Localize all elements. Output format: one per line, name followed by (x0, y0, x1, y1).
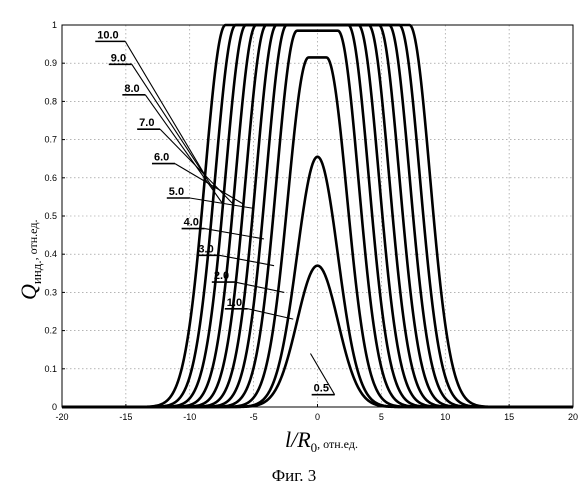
x-axis-label: l/R0, отн.ед. (285, 427, 358, 455)
series-label: 5.0 (169, 186, 184, 198)
series-label: 7.0 (139, 117, 154, 129)
series-leader-line (248, 309, 293, 319)
series-label: 0.5 (314, 383, 329, 395)
x-axis-label-units: , отн.ед. (317, 437, 358, 451)
y-tick-label: 0.2 (44, 326, 57, 336)
y-axis-label-sub: инд. (29, 260, 44, 284)
y-tick-label: 0 (52, 402, 57, 412)
series-label: 3.0 (198, 243, 213, 255)
y-tick-label: 0.7 (44, 135, 57, 145)
series-label: 9.0 (111, 52, 126, 64)
y-axis-label-main: Q (16, 284, 41, 300)
x-tick-label: 5 (379, 412, 384, 422)
y-tick-label: 1 (52, 20, 57, 30)
series-label: 10.0 (97, 29, 118, 41)
y-tick-label: 0.4 (44, 249, 57, 259)
series-label: 6.0 (154, 152, 169, 164)
y-tick-label: 0.1 (44, 364, 57, 374)
y-tick-label: 0.8 (44, 96, 57, 106)
x-tick-label: 15 (504, 412, 514, 422)
x-tick-label: -15 (119, 412, 132, 422)
y-tick-label: 0.9 (44, 58, 57, 68)
x-tick-label: -5 (250, 412, 258, 422)
y-axis-label: Qинд., отн.ед. (16, 220, 44, 300)
series-label: 2.0 (214, 270, 229, 282)
series-label: 4.0 (184, 217, 199, 229)
x-tick-label: 0 (315, 412, 320, 422)
y-tick-label: 0.6 (44, 173, 57, 183)
series-leader-line (205, 229, 264, 239)
x-axis-label-main: l/R (285, 427, 311, 452)
series-label: 1.0 (227, 297, 242, 309)
x-tick-label: 10 (440, 412, 450, 422)
series-leader-line (235, 282, 284, 292)
y-axis-label-units: , отн.ед. (26, 220, 40, 261)
x-tick-label: 20 (568, 412, 578, 422)
series-label: 8.0 (124, 83, 139, 95)
y-tick-label: 0.3 (44, 287, 57, 297)
figure-caption: Фиг. 3 (0, 466, 588, 486)
x-tick-label: -10 (183, 412, 196, 422)
x-tick-label: -20 (55, 412, 68, 422)
tick-labels: -20 -15 -10 -5 0 5 10 15 20 0 0.1 0.2 0.3 0.4 0.5 0.6 0.… (44, 20, 578, 422)
y-tick-label: 0.5 (44, 211, 57, 221)
